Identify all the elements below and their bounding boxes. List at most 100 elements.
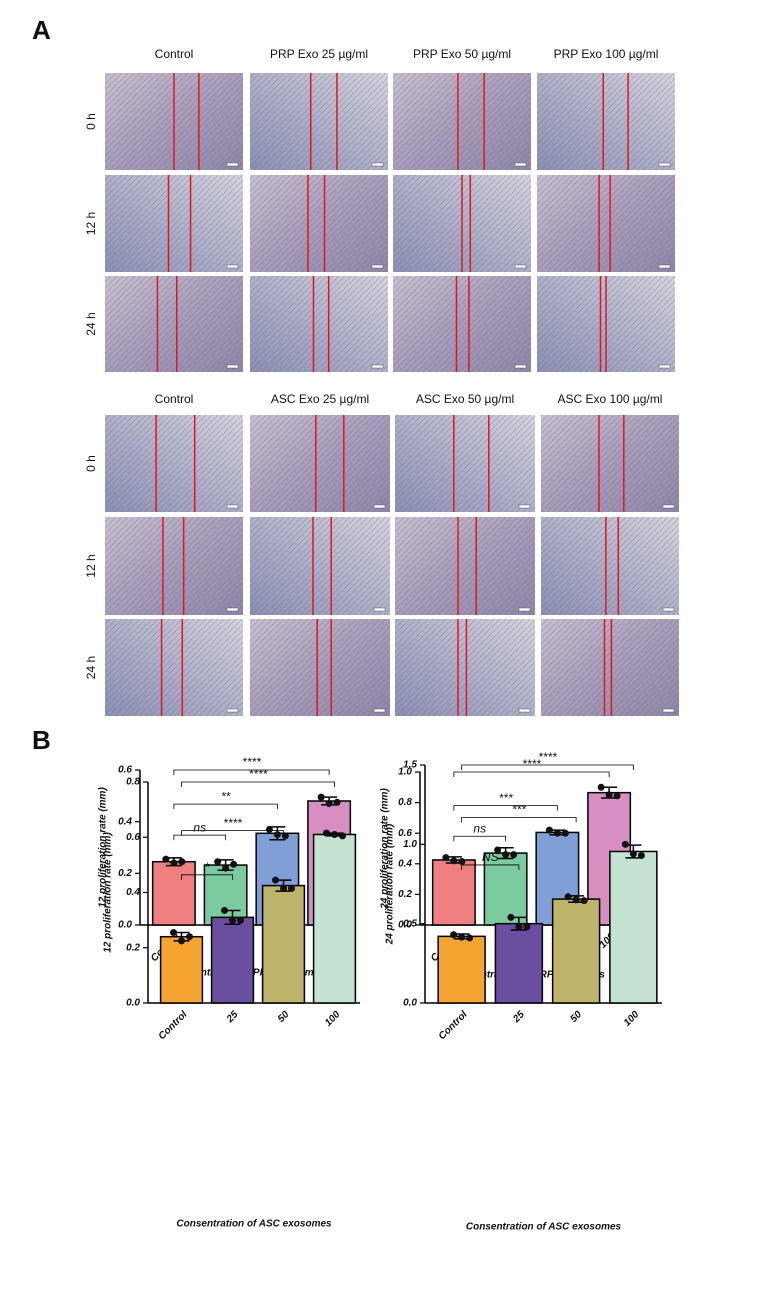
significance-label: **	[221, 789, 231, 803]
micrograph-texture	[395, 415, 535, 512]
data-point	[221, 906, 228, 914]
x-tick-label: 25	[224, 1009, 241, 1026]
significance-label: ****	[538, 750, 557, 764]
x-tick-label: 100	[622, 1009, 642, 1029]
y-tick-label: 0.0	[398, 920, 412, 931]
significance-label: NS	[482, 850, 499, 864]
column-header: PRP Exo 50 µg/ml	[413, 47, 511, 61]
data-point	[613, 792, 621, 800]
bar	[159, 935, 204, 1004]
scale-bar	[226, 162, 239, 167]
scale-bar	[514, 162, 527, 167]
data-point	[170, 859, 178, 867]
data-point	[553, 829, 561, 837]
data-point	[281, 832, 289, 840]
column-header: PRP Exo 25 µg/ml	[270, 47, 368, 61]
bar	[261, 884, 306, 1004]
data-point	[280, 884, 287, 892]
significance-bracket	[173, 769, 330, 775]
data-point	[458, 933, 466, 941]
bar	[609, 850, 658, 1004]
scale-bar	[226, 708, 239, 713]
column-header: ASC Exo 50 µg/ml	[416, 392, 514, 406]
scale-bar	[373, 504, 386, 509]
data-point	[466, 934, 474, 942]
bar	[551, 898, 601, 1004]
bar	[151, 860, 196, 926]
y-tick-label: 0.2	[126, 942, 140, 953]
row-label: 12 h	[84, 554, 98, 577]
data-point	[637, 851, 645, 859]
significance-bracket	[453, 835, 507, 842]
significance-label: ****	[242, 755, 261, 769]
y-tick-label: 0.6	[398, 828, 412, 839]
micrograph-texture	[541, 619, 679, 716]
data-point	[572, 896, 580, 904]
data-point	[564, 893, 572, 901]
bar	[210, 916, 255, 1004]
data-point	[325, 800, 333, 808]
micrograph-texture	[537, 73, 675, 170]
scale-bar	[371, 264, 384, 269]
bar	[312, 833, 357, 1004]
row-label: 0 h	[84, 113, 98, 130]
scale-bar	[373, 607, 386, 612]
column-header: Control	[155, 392, 194, 406]
scale-bar	[518, 708, 531, 713]
data-point	[237, 916, 244, 924]
column-header: ASC Exo 100 µg/ml	[558, 392, 663, 406]
x-axis-label: Consentration of ASC exosomes	[466, 1222, 622, 1233]
bar	[431, 859, 476, 926]
micrograph-texture	[537, 175, 675, 272]
x-tick-label: Control	[437, 1009, 470, 1042]
significance-bracket	[461, 816, 577, 823]
micrograph-texture	[105, 517, 243, 615]
scale-bar	[518, 504, 531, 509]
y-tick-label: 0.6	[118, 765, 132, 776]
significance-label: ****	[249, 767, 268, 781]
scale-bar	[226, 264, 239, 269]
column-header: ASC Exo 25 µg/ml	[271, 392, 369, 406]
scale-bar	[371, 364, 384, 369]
significance-label: ****	[223, 816, 242, 830]
x-tick-label: 25	[511, 1009, 528, 1026]
data-point	[510, 851, 518, 859]
y-tick-label: 0.0	[118, 920, 132, 931]
data-point	[162, 855, 170, 863]
column-header: PRP Exo 100 µg/ml	[554, 47, 659, 61]
micrograph-texture	[250, 415, 390, 512]
column-header: Control	[155, 47, 194, 61]
micrograph-texture	[541, 415, 679, 512]
significance-bracket	[173, 803, 278, 810]
data-point	[621, 840, 629, 848]
data-point	[288, 884, 295, 892]
data-point	[507, 913, 515, 921]
data-point	[561, 829, 569, 837]
y-tick-label: 0.0	[126, 998, 140, 1009]
scale-bar	[662, 504, 675, 509]
significance-bracket	[461, 764, 634, 770]
significance-bracket	[461, 864, 520, 870]
scale-bar	[514, 264, 527, 269]
y-axis-label: 12 proliferation rate (mm)	[98, 787, 109, 908]
scale-bar	[373, 708, 386, 713]
data-point	[186, 933, 193, 941]
data-point	[597, 783, 605, 791]
y-axis-label: 12 proliferation rate (mm)	[103, 832, 114, 953]
scale-bar	[226, 607, 239, 612]
y-tick-label: 0.4	[118, 816, 132, 827]
data-point	[580, 897, 588, 905]
scale-bar	[226, 504, 239, 509]
x-tick-label: Control	[157, 1009, 190, 1042]
micrograph-texture	[105, 619, 243, 716]
x-tick-label: 50	[568, 1009, 584, 1025]
row-label: 24 h	[84, 656, 98, 679]
y-axis-label: 24 proliferation rate (mm)	[385, 823, 396, 945]
data-point	[450, 857, 458, 865]
y-tick-label: 1.5	[403, 760, 417, 771]
data-point	[273, 831, 281, 839]
significance-label: ***	[512, 803, 526, 817]
row-label: 0 h	[84, 455, 98, 472]
significance-label: ****	[522, 757, 541, 771]
